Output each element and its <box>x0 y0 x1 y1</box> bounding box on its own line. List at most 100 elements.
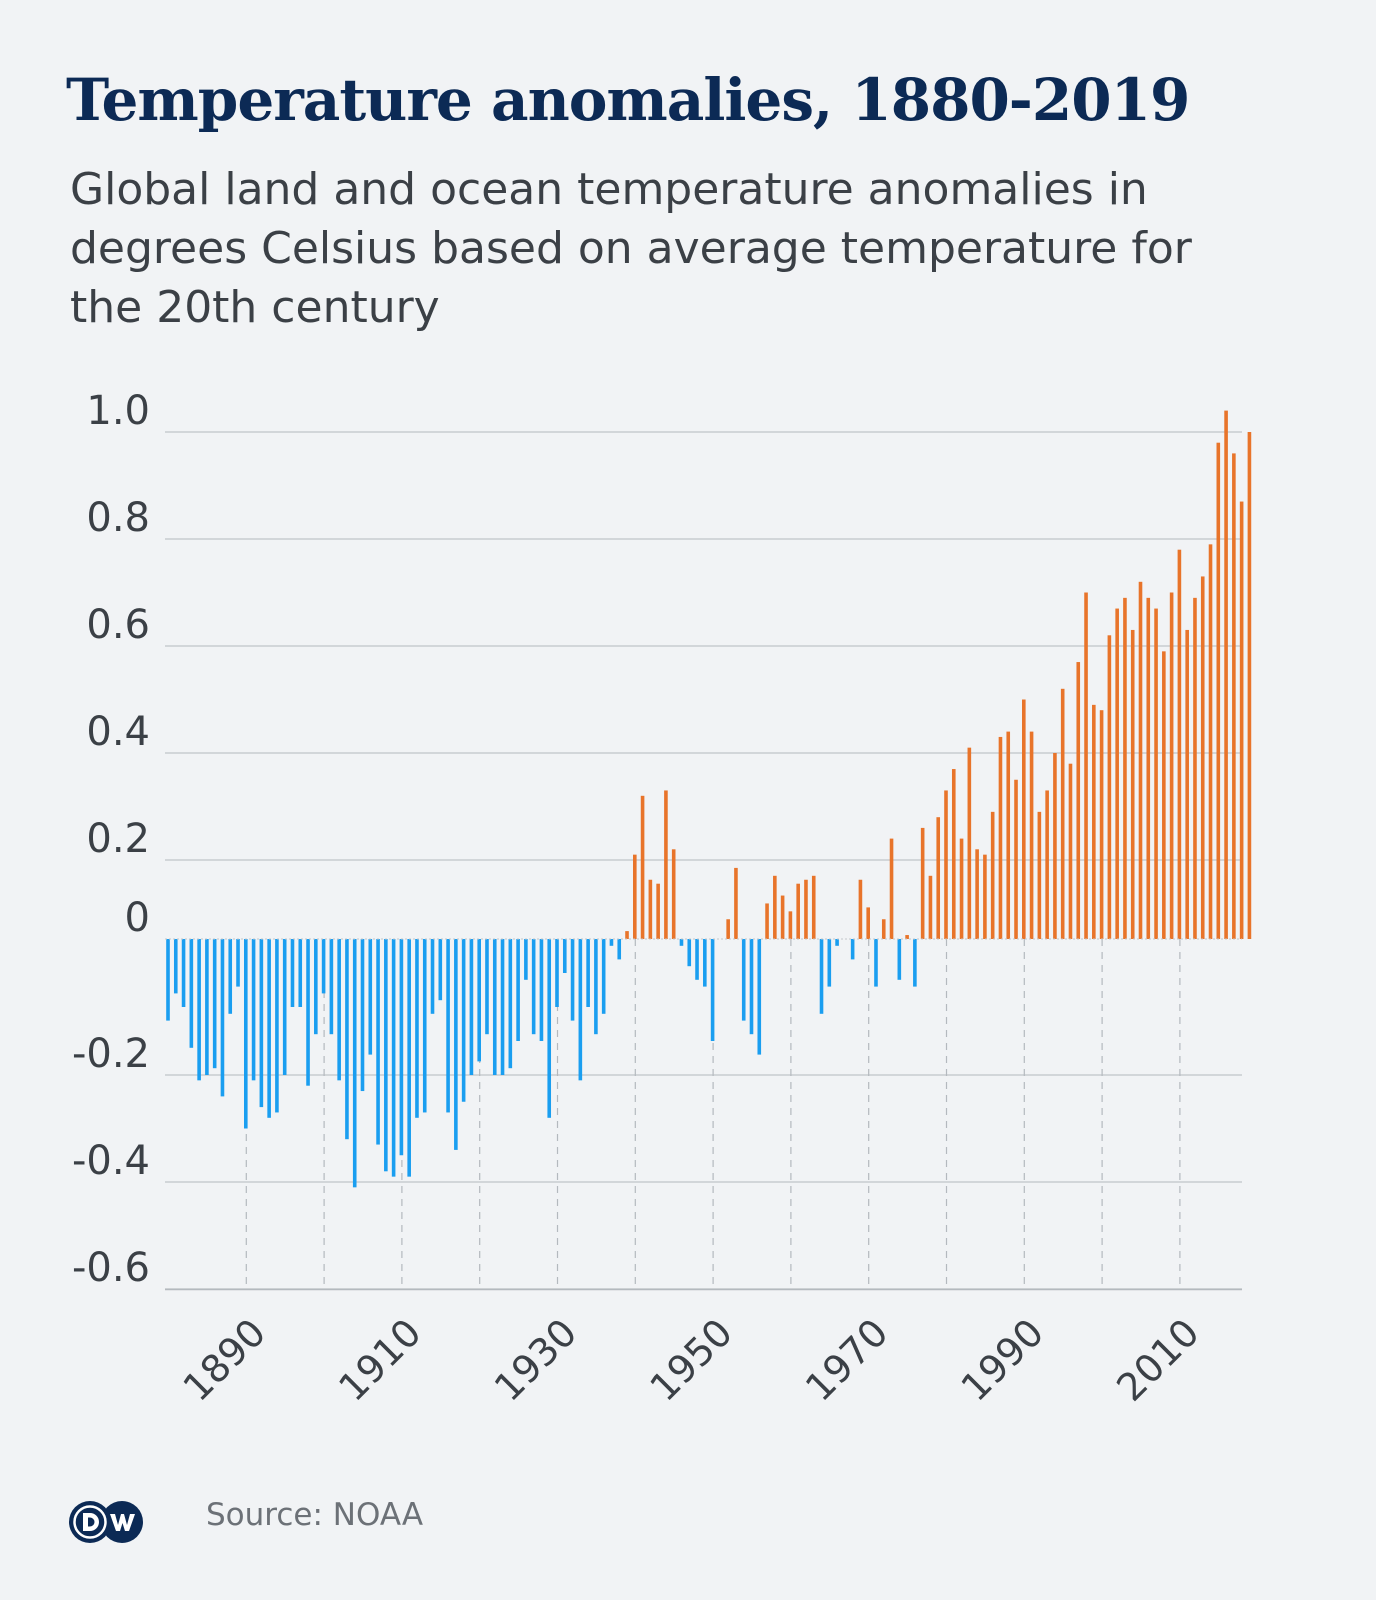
bar-1990 <box>1022 699 1026 939</box>
bar-1973 <box>889 838 894 939</box>
bar-1993 <box>1045 790 1049 939</box>
bar-1931 <box>562 939 567 973</box>
bar-1979 <box>936 817 941 939</box>
bar-1902 <box>337 939 341 1081</box>
bar-1998 <box>1084 592 1088 939</box>
bar-1964 <box>819 939 824 1014</box>
bar-1937 <box>609 939 614 946</box>
bar-1944 <box>664 790 668 939</box>
bar-1963 <box>811 875 816 939</box>
bar-1916 <box>446 939 450 1113</box>
bar-1970 <box>866 907 870 939</box>
x-tick-label: 1930 <box>486 1310 586 1410</box>
y-tick-label: -0.6 <box>72 1245 150 1291</box>
y-tick-label: 0 <box>125 895 150 941</box>
bar-1919 <box>469 939 474 1075</box>
bar-1996 <box>1068 763 1073 939</box>
bar-2004 <box>1130 629 1135 939</box>
bar-1982 <box>959 838 964 939</box>
bar-1881 <box>173 939 178 994</box>
bar-layer <box>166 410 1252 1188</box>
x-tick-label: 1890 <box>175 1310 275 1410</box>
bar-2011 <box>1185 629 1189 939</box>
bar-1930 <box>555 939 559 1007</box>
bar-1932 <box>570 939 575 1021</box>
bar-2006 <box>1146 597 1151 939</box>
bar-1983 <box>967 747 972 939</box>
bar-1959 <box>780 895 785 939</box>
bar-1933 <box>578 939 583 1081</box>
bar-1948 <box>695 939 699 980</box>
bar-2019 <box>1247 432 1252 939</box>
bar-1912 <box>415 939 419 1118</box>
bar-1976 <box>913 939 917 987</box>
bar-1903 <box>345 939 349 1140</box>
bar-1907 <box>376 939 380 1145</box>
bar-1942 <box>648 879 653 939</box>
y-tick-label: 0.6 <box>86 602 150 648</box>
bar-1889 <box>236 939 240 987</box>
bar-1904 <box>352 939 357 1188</box>
bar-1886 <box>212 939 217 1069</box>
bar-2001 <box>1107 635 1112 939</box>
bar-2005 <box>1138 581 1143 939</box>
bar-1936 <box>601 939 606 1014</box>
bar-1917 <box>454 939 458 1150</box>
bar-1915 <box>438 939 443 1001</box>
bar-1938 <box>617 939 622 960</box>
bar-1971 <box>874 939 878 987</box>
bar-1899 <box>314 939 318 1035</box>
bar-1986 <box>990 811 995 939</box>
x-tick-label: 1990 <box>953 1310 1053 1410</box>
y-tick-label: 0.4 <box>86 709 150 755</box>
bar-2012 <box>1193 597 1197 939</box>
bar-1961 <box>796 883 800 939</box>
bar-1908 <box>384 939 388 1172</box>
bar-1994 <box>1053 753 1057 939</box>
bar-1962 <box>804 879 808 939</box>
bar-1906 <box>368 939 373 1055</box>
bar-1928 <box>539 939 544 1041</box>
bar-1960 <box>788 911 793 939</box>
bar-1992 <box>1037 811 1042 939</box>
x-tick-label: 1970 <box>797 1310 897 1410</box>
bar-1891 <box>251 939 256 1081</box>
bar-1900 <box>321 939 326 994</box>
bar-1943 <box>656 883 660 939</box>
bar-1934 <box>586 939 590 1007</box>
y-tick-label: -0.2 <box>72 1031 150 1077</box>
y-tick-label: 0.8 <box>86 495 150 541</box>
bar-2016 <box>1224 410 1228 940</box>
bar-1880 <box>166 939 170 1021</box>
bar-2003 <box>1123 597 1127 939</box>
bar-1954 <box>741 939 746 1021</box>
bar-1888 <box>228 939 233 1014</box>
bar-1955 <box>749 939 754 1035</box>
bar-1920 <box>477 939 481 1062</box>
bar-1991 <box>1029 731 1034 939</box>
bar-1885 <box>205 939 209 1075</box>
bar-1985 <box>983 854 987 939</box>
bar-2018 <box>1239 501 1244 939</box>
bar-1923 <box>500 939 505 1075</box>
x-tick-label: 1950 <box>641 1310 741 1410</box>
bar-1929 <box>547 939 552 1118</box>
bar-1952 <box>726 919 730 939</box>
bar-1956 <box>757 939 762 1055</box>
bar-1999 <box>1092 704 1096 939</box>
bar-1918 <box>461 939 466 1102</box>
y-tick-label: 1.0 <box>86 388 150 434</box>
bar-1897 <box>298 939 303 1007</box>
bar-1894 <box>275 939 279 1113</box>
bar-2002 <box>1115 608 1119 939</box>
grid-layer <box>165 431 1242 1290</box>
bar-1905 <box>360 939 365 1092</box>
bar-1945 <box>671 849 676 939</box>
bar-1958 <box>773 875 777 939</box>
bar-1926 <box>524 939 528 980</box>
bar-1890 <box>244 939 248 1129</box>
dw-logo-icon <box>68 1500 144 1548</box>
bar-1965 <box>827 939 832 987</box>
bar-2015 <box>1216 442 1221 939</box>
bar-1949 <box>703 939 707 987</box>
